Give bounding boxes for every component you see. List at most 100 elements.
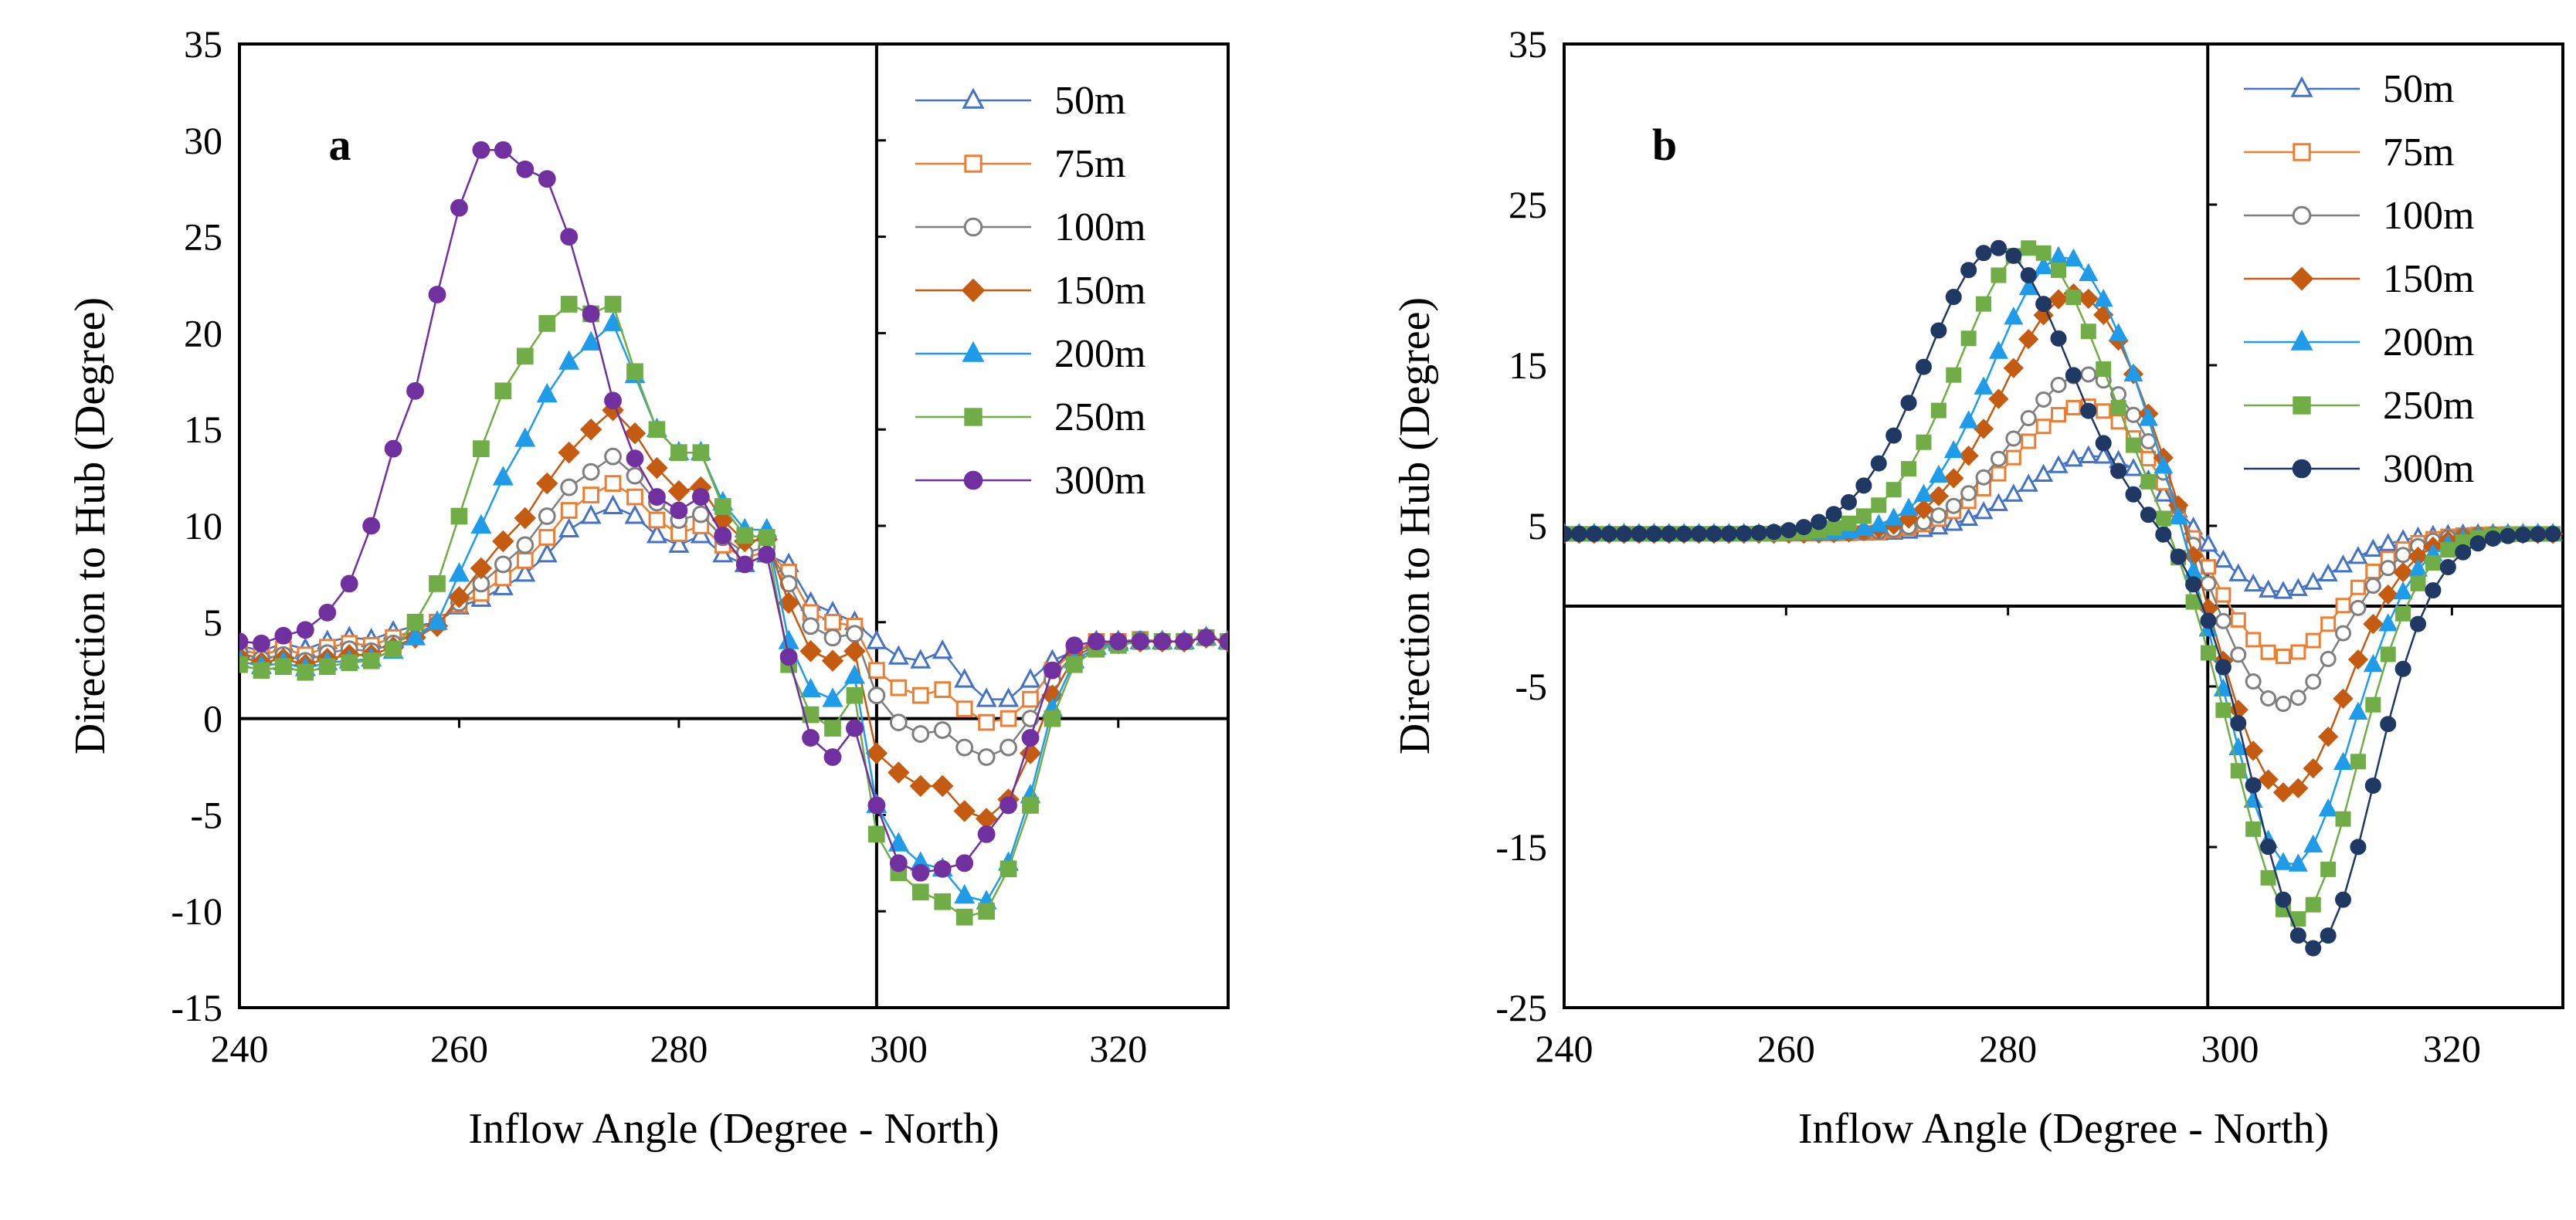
data-point-50m: [2004, 483, 2024, 502]
data-point-100m: [2245, 673, 2262, 690]
data-point-200m: [1929, 464, 1949, 483]
data-point-100m: [955, 738, 974, 757]
data-point-300m: [2394, 660, 2411, 677]
data-point-200m: [1943, 439, 1963, 459]
series-50m: [239, 494, 1228, 707]
data-point-300m: [2364, 777, 2381, 794]
series-layer: [239, 141, 1228, 926]
data-point-150m: [514, 507, 536, 530]
data-point-300m: [735, 555, 754, 574]
legend-marker: [962, 341, 985, 362]
data-point-150m: [799, 640, 822, 663]
data-point-150m: [492, 530, 514, 553]
data-point-300m: [340, 574, 358, 593]
data-point-200m: [2093, 288, 2113, 307]
data-point-250m: [1976, 296, 1992, 312]
data-point-100m: [2080, 366, 2097, 383]
data-point-75m: [648, 511, 666, 529]
data-point-100m: [1930, 507, 1947, 524]
data-point-150m: [1928, 486, 1949, 507]
data-point-300m: [2095, 435, 2112, 452]
data-point-75m: [2260, 644, 2276, 660]
data-point-300m: [1930, 322, 1947, 339]
data-point-100m: [1990, 450, 2007, 467]
data-point-200m: [448, 562, 470, 582]
data-point-50m: [646, 524, 667, 544]
data-point-300m: [1945, 289, 1962, 306]
data-point-150m: [932, 774, 954, 798]
data-point-300m: [2320, 927, 2337, 944]
data-point-50m: [2213, 549, 2233, 568]
data-point-300m: [253, 634, 270, 652]
legend-entry-150m: 150m: [2244, 257, 2474, 301]
data-point-75m: [604, 475, 622, 492]
data-point-100m: [823, 629, 842, 647]
data-point-300m: [1600, 525, 1617, 542]
data-point-300m: [2439, 558, 2456, 575]
data-point-100m: [516, 536, 535, 554]
data-point-250m: [626, 363, 643, 381]
data-point-300m: [2335, 891, 2352, 908]
data-point-100m: [2275, 696, 2292, 713]
data-point-300m: [296, 621, 314, 639]
data-point-250m: [1885, 482, 1902, 498]
data-point-75m: [1000, 710, 1017, 727]
data-point-300m: [1766, 524, 1783, 541]
x-tick-label: 320: [1089, 1027, 1147, 1070]
data-point-250m: [2140, 473, 2157, 490]
data-point-100m: [2305, 673, 2322, 690]
panel-a: -15 -10 -5 0 5 10 15 20 25 30 35 240 260 280 300 320 Inf…: [66, 22, 1230, 1153]
data-point-300m: [604, 391, 622, 410]
data-point-200m: [2079, 263, 2099, 282]
x-tick-label: 260: [1757, 1027, 1815, 1070]
data-point-250m: [604, 296, 622, 313]
legend-label: 300m: [2383, 447, 2474, 491]
data-point-300m: [670, 501, 688, 520]
data-point-50m: [2198, 534, 2218, 552]
data-point-200m: [2288, 853, 2308, 872]
data-point-300m: [2530, 526, 2547, 543]
data-point-300m: [428, 286, 446, 303]
data-point-300m: [1975, 245, 1992, 262]
data-point-50m: [514, 562, 536, 582]
y-tick-label: -15: [1495, 825, 1547, 869]
data-point-75m: [2140, 450, 2157, 466]
data-point-50m: [1974, 501, 1994, 520]
data-point-150m: [865, 742, 888, 764]
data-point-100m: [2035, 391, 2052, 408]
data-point-300m: [2289, 927, 2306, 944]
legend-entry-75m: 75m: [2244, 130, 2454, 175]
data-point-300m: [2500, 527, 2517, 544]
series-line-50m: [239, 505, 1228, 700]
y-tick-label: 5: [1528, 504, 1547, 547]
data-point-50m: [954, 668, 976, 688]
data-point-150m: [843, 640, 866, 663]
data-point-75m: [2290, 644, 2306, 660]
series-line-150m: [239, 408, 1228, 820]
data-point-50m: [2333, 554, 2354, 573]
legend-label: 50m: [1054, 79, 1125, 123]
data-point-300m: [1960, 262, 1977, 279]
data-point-150m: [1019, 742, 1042, 764]
y-tick-label: 15: [1509, 344, 1547, 387]
data-point-250m: [450, 507, 468, 525]
data-point-75m: [824, 613, 841, 631]
data-point-50m: [2303, 571, 2323, 590]
data-point-50m: [2348, 545, 2368, 564]
data-point-300m: [1825, 506, 1842, 523]
data-point-50m: [1943, 513, 1963, 531]
data-point-250m: [1871, 497, 1887, 513]
data-point-300m: [1564, 525, 1573, 542]
legend-marker: [963, 217, 983, 237]
data-point-100m: [2005, 430, 2022, 447]
data-point-100m: [1945, 497, 1962, 514]
data-point-300m: [1750, 524, 1767, 541]
data-point-250m: [2410, 575, 2426, 591]
data-point-150m: [558, 441, 580, 464]
data-point-250m: [1000, 860, 1017, 878]
data-point-200m: [558, 350, 580, 370]
panel-b: -25 -15 -5 5 15 25 35 240 260 280 300 320 Inflow Ang…: [1391, 22, 2564, 1153]
legend-label: 150m: [1054, 269, 1145, 313]
data-point-150m: [2078, 288, 2099, 310]
data-point-300m: [2185, 576, 2202, 593]
